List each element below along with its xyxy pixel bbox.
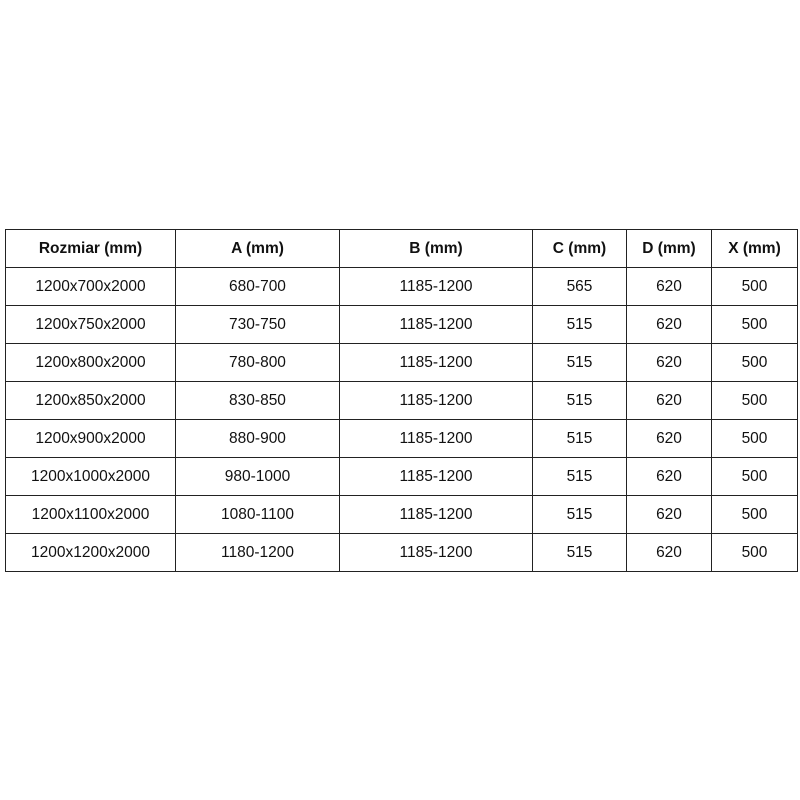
cell-d: 620 [626,267,712,306]
cell-c: 515 [532,305,627,344]
cell-x: 500 [711,419,798,458]
cell-b: 1185-1200 [339,267,533,306]
cell-b: 1185-1200 [339,533,533,572]
cell-size: 1200x700x2000 [5,267,176,306]
cell-b: 1185-1200 [339,343,533,382]
table-row: 1200x1200x2000 1180-1200 1185-1200 515 620 50… [5,533,798,572]
column-header-a: A (mm) [175,229,340,268]
column-header-x: X (mm) [711,229,798,268]
cell-size: 1200x800x2000 [5,343,176,382]
table-row: 1200x1000x2000 980-1000 1185-1200 515 620 500 [5,457,798,496]
table-row: 1200x750x2000 730-750 1185-1200 515 620 500 [5,305,798,344]
cell-a: 780-800 [175,343,340,382]
cell-size: 1200x750x2000 [5,305,176,344]
column-header-size: Rozmiar (mm) [5,229,176,268]
cell-b: 1185-1200 [339,457,533,496]
cell-a: 880-900 [175,419,340,458]
cell-c: 515 [532,343,627,382]
cell-x: 500 [711,305,798,344]
cell-d: 620 [626,457,712,496]
cell-a: 1180-1200 [175,533,340,572]
table-row: 1200x900x2000 880-900 1185-1200 515 620 500 [5,419,798,458]
cell-a: 1080-1100 [175,495,340,534]
table-row: 1200x700x2000 680-700 1185-1200 565 620 500 [5,267,798,306]
cell-d: 620 [626,343,712,382]
cell-a: 680-700 [175,267,340,306]
cell-c: 565 [532,267,627,306]
header-row: Rozmiar (mm) A (mm) B (mm) C (mm) D (mm) X (m… [5,229,798,268]
cell-size: 1200x1100x2000 [5,495,176,534]
cell-x: 500 [711,267,798,306]
cell-x: 500 [711,495,798,534]
cell-d: 620 [626,533,712,572]
cell-size: 1200x1000x2000 [5,457,176,496]
column-header-b: B (mm) [339,229,533,268]
column-header-c: C (mm) [532,229,627,268]
cell-a: 830-850 [175,381,340,420]
cell-d: 620 [626,305,712,344]
cell-size: 1200x1200x2000 [5,533,176,572]
cell-b: 1185-1200 [339,305,533,344]
cell-size: 1200x850x2000 [5,381,176,420]
dimensions-table: Rozmiar (mm) A (mm) B (mm) C (mm) D (mm) X (m… [5,229,798,572]
cell-c: 515 [532,533,627,572]
cell-b: 1185-1200 [339,381,533,420]
cell-d: 620 [626,381,712,420]
cell-d: 620 [626,419,712,458]
cell-c: 515 [532,495,627,534]
table-row: 1200x850x2000 830-850 1185-1200 515 620 500 [5,381,798,420]
cell-a: 980-1000 [175,457,340,496]
table-row: 1200x1100x2000 1080-1100 1185-1200 515 620 50… [5,495,798,534]
cell-x: 500 [711,343,798,382]
cell-c: 515 [532,457,627,496]
cell-c: 515 [532,381,627,420]
cell-b: 1185-1200 [339,419,533,458]
cell-a: 730-750 [175,305,340,344]
cell-x: 500 [711,381,798,420]
column-header-d: D (mm) [626,229,712,268]
cell-b: 1185-1200 [339,495,533,534]
cell-x: 500 [711,533,798,572]
cell-d: 620 [626,495,712,534]
cell-x: 500 [711,457,798,496]
table-row: 1200x800x2000 780-800 1185-1200 515 620 500 [5,343,798,382]
cell-size: 1200x900x2000 [5,419,176,458]
cell-c: 515 [532,419,627,458]
